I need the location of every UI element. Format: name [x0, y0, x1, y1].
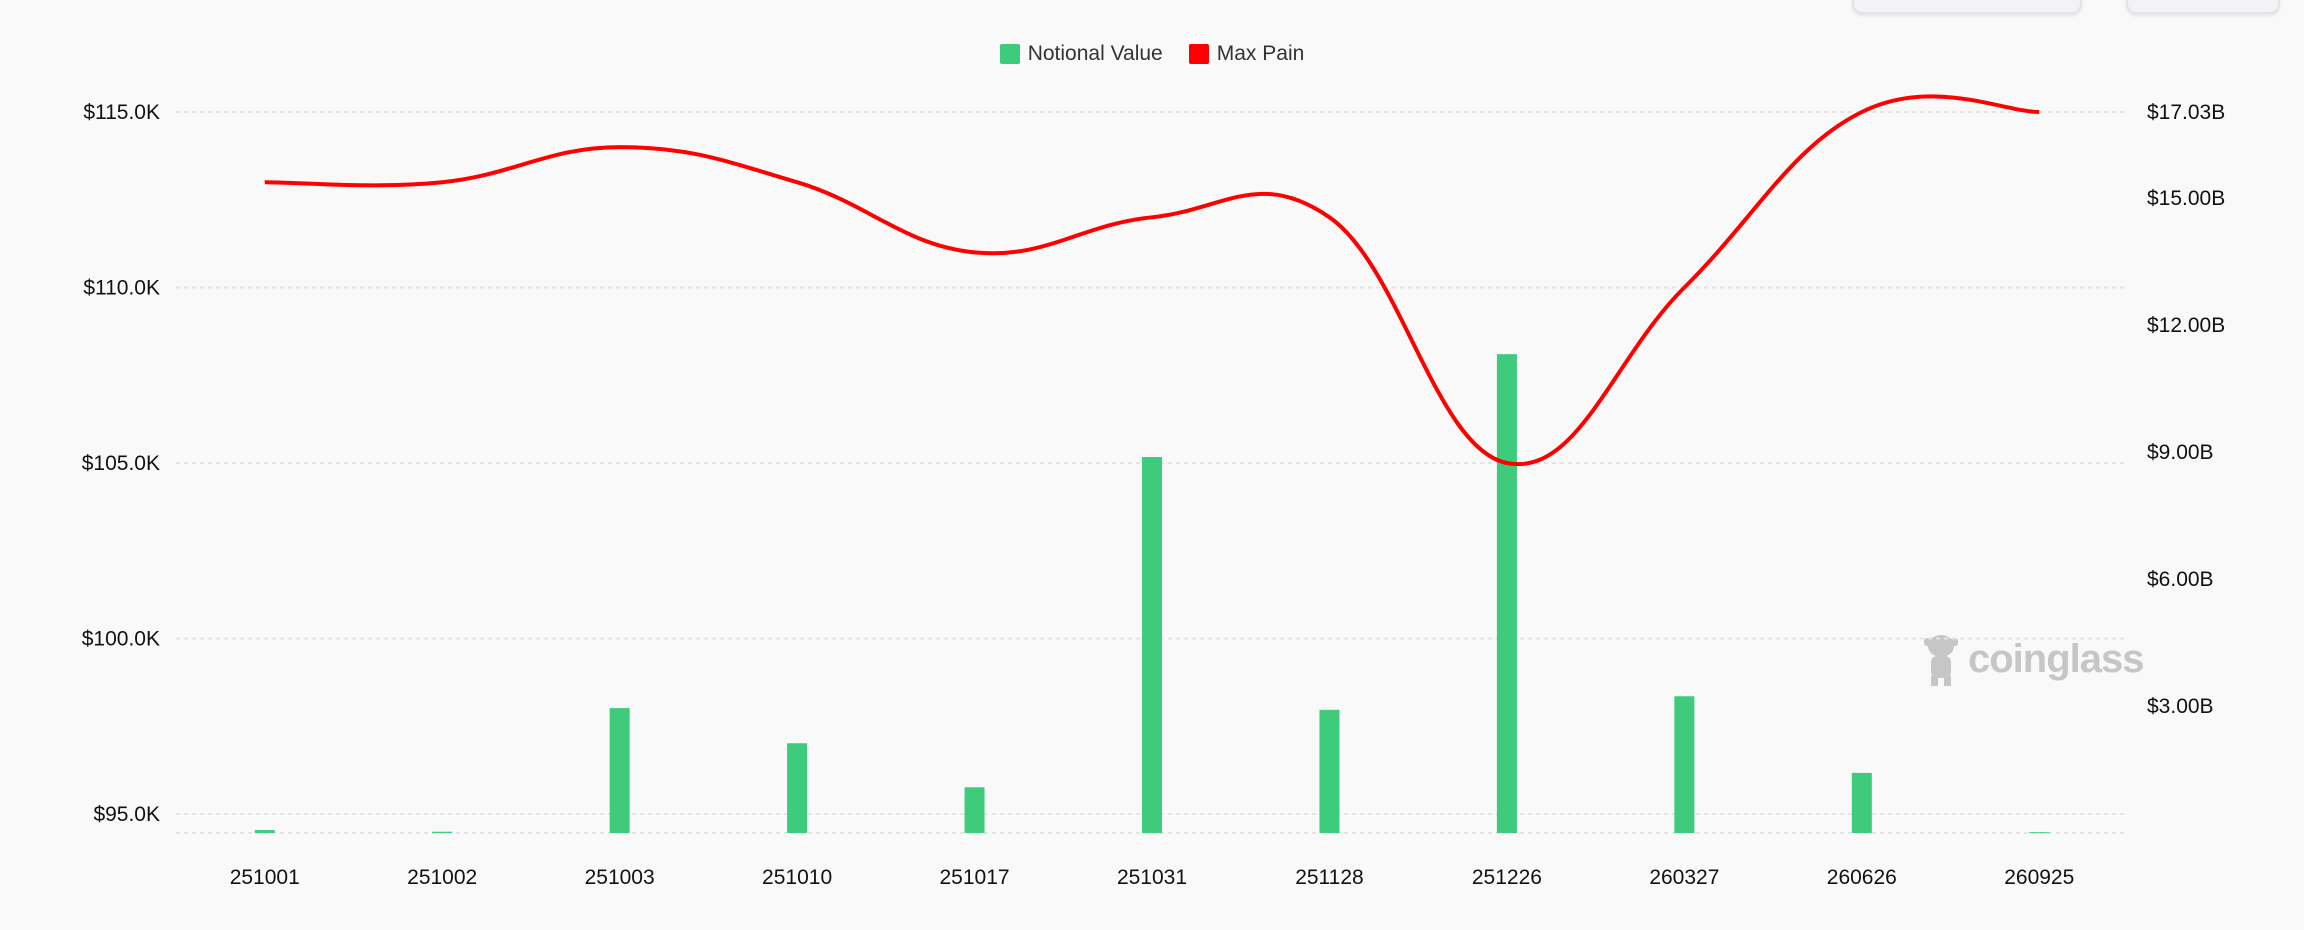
legend-item-notional-value[interactable]: Notional Value [999, 42, 1163, 66]
watermark-text: coinglass [1968, 636, 2145, 681]
x-axis-tick: 251001 [230, 866, 300, 889]
bar-notional-251017 [964, 787, 985, 833]
left-axis-tick: $95.0K [93, 803, 160, 826]
x-axis-tick: 251128 [1295, 866, 1364, 889]
x-axis-tick: 251003 [585, 866, 655, 889]
x-axis-tick: 260925 [2004, 866, 2074, 889]
left-axis-tick: $105.0K [82, 452, 160, 475]
right-axis-tick: $12.00B [2147, 314, 2225, 337]
bar-notional-251226 [1496, 354, 1517, 833]
max-pain-line [264, 94, 2040, 467]
legend-item-max-pain[interactable]: Max Pain [1188, 42, 1305, 66]
x-axis-tick: 251031 [1117, 866, 1187, 889]
right-axis-tick: $6.00B [2147, 568, 2214, 591]
coinglass-watermark: coinglass [1920, 632, 2145, 686]
x-axis-tick: 251226 [1472, 866, 1542, 889]
legend-label: Notional Value [1027, 42, 1163, 65]
legend: Notional Value Max Pain [0, 42, 2304, 66]
x-axis-tick: 260626 [1827, 866, 1897, 889]
left-axis-tick: $115.0K [83, 101, 160, 124]
toolbar-button-1[interactable] [1852, 0, 2082, 14]
x-axis-tick: 251002 [407, 866, 477, 889]
bar-notional-251002 [432, 831, 453, 833]
right-axis-tick: $17.03B [2147, 101, 2225, 124]
bar-notional-251010 [787, 743, 808, 833]
bar-notional-251031 [1142, 457, 1162, 833]
bar-notional-260626 [1851, 772, 1872, 833]
left-axis-tick: $100.0K [82, 628, 160, 651]
x-axis-tick: 251017 [940, 866, 1010, 889]
legend-label: Max Pain [1216, 42, 1305, 65]
right-axis-tick: $3.00B [2147, 695, 2214, 718]
bar-notional-260327 [1674, 696, 1695, 833]
left-axis-tick: $110.0K [83, 277, 160, 300]
legend-swatch-max-pain [1188, 44, 1209, 64]
bar-notional-251003 [609, 708, 630, 833]
bar-notional-251128 [1319, 709, 1340, 833]
x-axis-tick: 260327 [1649, 866, 1719, 889]
toolbar-button-2[interactable] [2126, 0, 2280, 14]
legend-swatch-notional [999, 44, 1020, 64]
right-axis-tick: $15.00B [2147, 187, 2225, 210]
bar-notional-251001 [254, 830, 275, 833]
x-axis-tick: 251010 [762, 866, 832, 889]
bar-notional-260925 [2029, 832, 2050, 834]
coinglass-logo-icon [1924, 635, 1958, 686]
right-axis-tick: $9.00B [2147, 441, 2214, 464]
